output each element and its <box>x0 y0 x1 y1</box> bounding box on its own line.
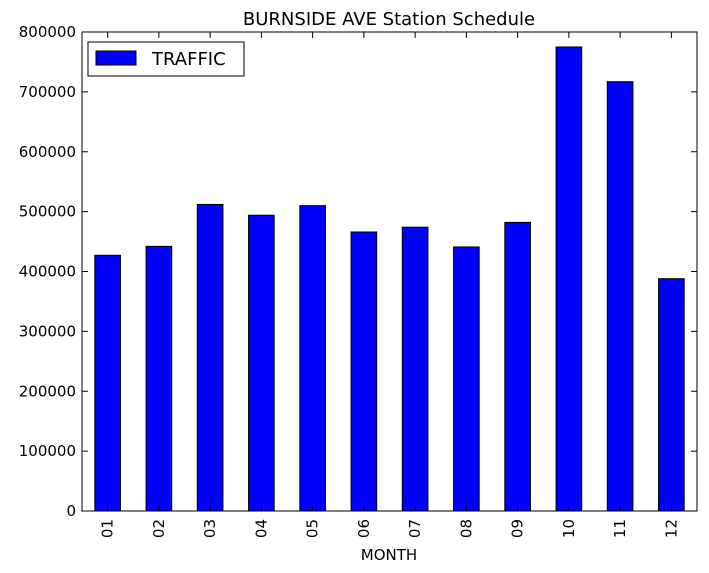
bar-06 <box>351 232 377 511</box>
y-tick-label: 300000 <box>19 322 76 340</box>
bar-01 <box>95 255 121 511</box>
chart-title: BURNSIDE AVE Station Schedule <box>243 9 535 30</box>
y-tick-label: 400000 <box>19 263 76 281</box>
x-tick-label: 07 <box>406 519 424 538</box>
x-axis-label: MONTH <box>361 546 417 564</box>
bar-02 <box>146 246 172 511</box>
y-tick-label: 600000 <box>19 143 76 161</box>
bars-layer <box>95 47 684 511</box>
legend: TRAFFIC <box>88 42 244 76</box>
legend-label: TRAFFIC <box>151 49 226 70</box>
bar-11 <box>607 82 633 511</box>
y-tick-label: 500000 <box>19 203 76 221</box>
bar-10 <box>556 47 582 511</box>
axes-layer <box>82 32 697 511</box>
bar-08 <box>454 247 480 511</box>
bar-05 <box>300 206 326 511</box>
x-tick-label: 06 <box>355 519 373 538</box>
y-tick-label: 700000 <box>19 83 76 101</box>
x-tick-label: 04 <box>252 519 270 538</box>
y-tick-label: 0 <box>66 502 76 520</box>
x-tick-label: 08 <box>457 519 475 538</box>
bar-12 <box>659 279 685 511</box>
x-tick-label: 01 <box>99 519 117 538</box>
y-tick-label: 100000 <box>19 442 76 460</box>
x-tick-label: 11 <box>611 519 629 538</box>
x-tick-label: 09 <box>509 519 527 538</box>
plot-frame <box>82 32 697 511</box>
x-tick-label: 02 <box>150 519 168 538</box>
bar-03 <box>197 204 223 511</box>
bar-09 <box>505 222 531 511</box>
bar-07 <box>402 227 428 511</box>
x-tick-label: 10 <box>560 519 578 538</box>
y-tick-label: 800000 <box>19 23 76 41</box>
x-tick-label: 03 <box>201 519 219 538</box>
bar-04 <box>249 215 275 511</box>
x-tick-label: 12 <box>662 519 680 538</box>
legend-swatch <box>96 51 136 65</box>
x-tick-label: 05 <box>304 519 322 538</box>
y-tick-label: 200000 <box>19 382 76 400</box>
